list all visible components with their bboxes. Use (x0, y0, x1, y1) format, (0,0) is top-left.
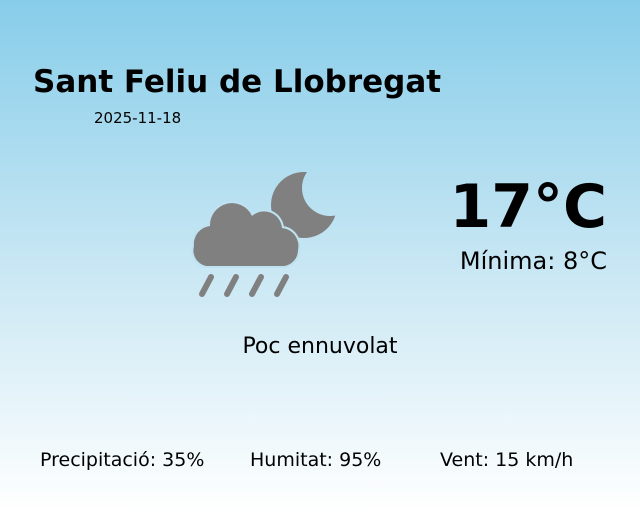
city-title: Sant Feliu de Llobregat (33, 64, 442, 100)
date-label: 2025-11-18 (94, 109, 182, 127)
wind-stat: Vent: 15 km/h (440, 449, 574, 471)
precipitation-stat: Precipitació: 35% (40, 449, 205, 471)
minimum-temperature: Mínima: 8°C (459, 247, 607, 275)
cloud-rain-moon-icon (191, 172, 337, 297)
humidity-stat: Humitat: 95% (250, 449, 382, 471)
condition-label: Poc ennuvolat (242, 334, 398, 359)
temperature: 17°C (449, 172, 607, 242)
